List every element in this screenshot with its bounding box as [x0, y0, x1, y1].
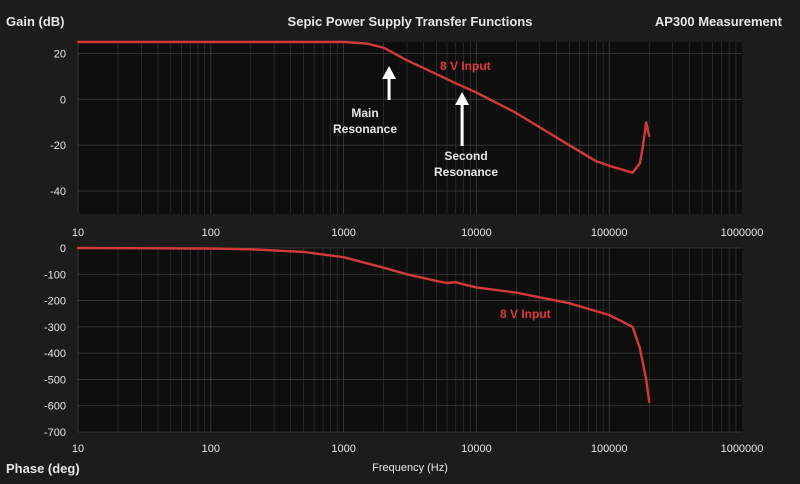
- phase-y-tick-label: -200: [44, 296, 66, 308]
- gain-series-line: [76, 40, 651, 174]
- phase-y-tick-label: -400: [44, 348, 66, 360]
- phase-x-tick-label: 1000000: [721, 443, 764, 455]
- frequency-axis-title: Frequency (Hz): [372, 462, 448, 474]
- phase-series-label: 8 V Input: [500, 307, 551, 321]
- gain-x-tick-label: 1000000: [721, 227, 764, 239]
- phase-y-tick-label: -300: [44, 322, 66, 334]
- gain-plot-area: [78, 42, 742, 214]
- phase-x-tick-label: 100000: [591, 443, 628, 455]
- phase-plot-area: [78, 248, 742, 432]
- gain-series-label: 8 V Input: [440, 59, 491, 73]
- measurement-label: AP300 Measurement: [655, 14, 783, 29]
- gain-y-tick-label: -40: [50, 186, 66, 198]
- gain-x-tick-label: 10000: [461, 227, 492, 239]
- phase-series-line: [76, 246, 651, 403]
- gain-y-tick-label: -20: [50, 140, 66, 152]
- gain-y-tick-label: 0: [60, 94, 66, 106]
- resonance-annotation-text: Main: [351, 106, 378, 120]
- resonance-arrowhead: [455, 92, 470, 105]
- phase-x-tick-label: 1000: [331, 443, 355, 455]
- resonance-arrowhead: [382, 66, 397, 79]
- gain-x-tick-label: 100: [202, 227, 220, 239]
- chart-title: Sepic Power Supply Transfer Functions: [288, 14, 533, 29]
- gain-axis-title: Gain (dB): [6, 14, 65, 29]
- phase-axis-title: Phase (deg): [6, 461, 80, 476]
- phase-y-tick-label: -700: [44, 427, 66, 439]
- resonance-annotation-text: Resonance: [333, 122, 397, 136]
- gain-y-tick-label: 20: [54, 48, 66, 60]
- gain-x-tick-label: 100000: [591, 227, 628, 239]
- phase-x-tick-label: 10000: [461, 443, 492, 455]
- phase-y-tick-label: 0: [60, 243, 66, 255]
- phase-x-tick-label: 10: [72, 443, 84, 455]
- phase-y-tick-label: -500: [44, 374, 66, 386]
- phase-y-tick-label: -100: [44, 269, 66, 281]
- phase-x-tick-label: 100: [202, 443, 220, 455]
- gain-x-tick-label: 10: [72, 227, 84, 239]
- resonance-annotation-text: Resonance: [434, 165, 498, 179]
- phase-y-tick-label: -600: [44, 401, 66, 413]
- resonance-annotation-text: Second: [444, 149, 487, 163]
- gain-x-tick-label: 1000: [331, 227, 355, 239]
